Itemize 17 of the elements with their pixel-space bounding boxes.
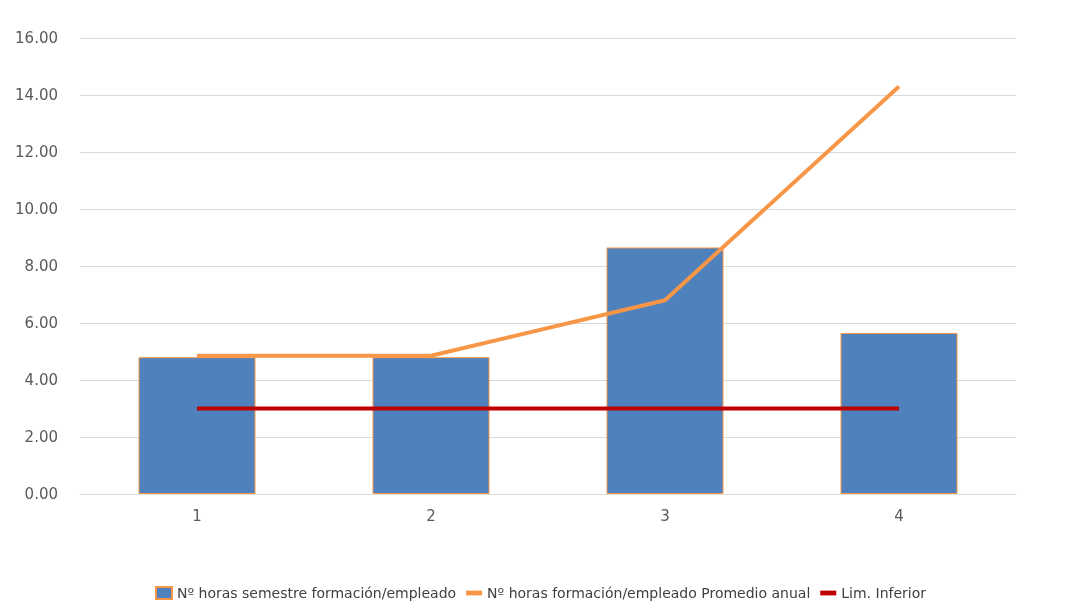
- legend-label: Nº horas formación/empleado Promedio anual: [487, 585, 811, 601]
- y-tick-label: 12.00: [15, 143, 58, 161]
- y-tick-label: 2.00: [24, 428, 58, 446]
- legend-label: Lim. Inferior: [841, 585, 927, 601]
- x-tick-label: 4: [894, 506, 904, 525]
- y-tick-label: 10.00: [15, 200, 58, 218]
- y-tick-label: 4.00: [24, 371, 58, 389]
- y-tick-label: 14.00: [15, 86, 58, 104]
- y-tick-label: 0.00: [24, 485, 58, 503]
- x-tick-label: 3: [660, 506, 670, 525]
- x-tick-label: 1: [192, 506, 202, 525]
- bar: [840, 332, 958, 494]
- legend-label: Nº horas semestre formación/empleado: [176, 585, 457, 601]
- x-tick-label: 2: [426, 506, 436, 525]
- y-tick-label: 16.00: [15, 29, 58, 47]
- y-tick-label: 8.00: [24, 257, 58, 275]
- y-tick-label: 6.00: [24, 314, 58, 332]
